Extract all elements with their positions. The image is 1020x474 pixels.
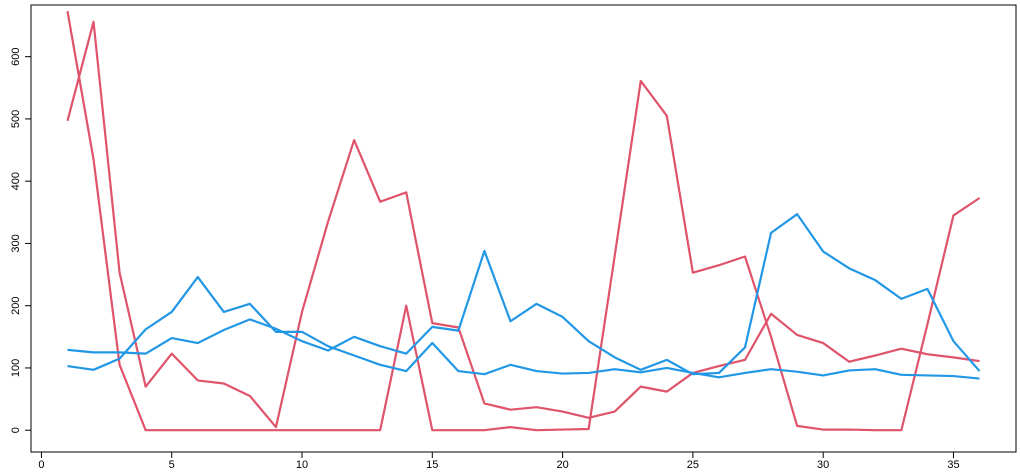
series-line [66,20,980,429]
y-tick-label: 100 [10,359,22,377]
x-tick-label: 5 [169,459,175,471]
x-tick-label: 0 [38,459,44,471]
y-tick-label: 200 [10,297,22,315]
y-tick-label: 0 [10,427,22,433]
x-tick-label: 30 [817,459,829,471]
x-tick-label: 15 [426,459,438,471]
y-tick-label: 500 [10,110,22,128]
x-tick-label: 35 [947,459,959,471]
y-tick-label: 400 [10,172,22,190]
x-tick-label: 25 [687,459,699,471]
y-tick-label: 300 [10,234,22,252]
x-tick-label: 10 [296,459,308,471]
series-line [67,275,980,380]
y-tick-label: 600 [10,47,22,65]
plot-box [30,4,1017,453]
series-line [66,11,981,432]
series-line [67,213,981,376]
x-tick-label: 20 [556,459,568,471]
